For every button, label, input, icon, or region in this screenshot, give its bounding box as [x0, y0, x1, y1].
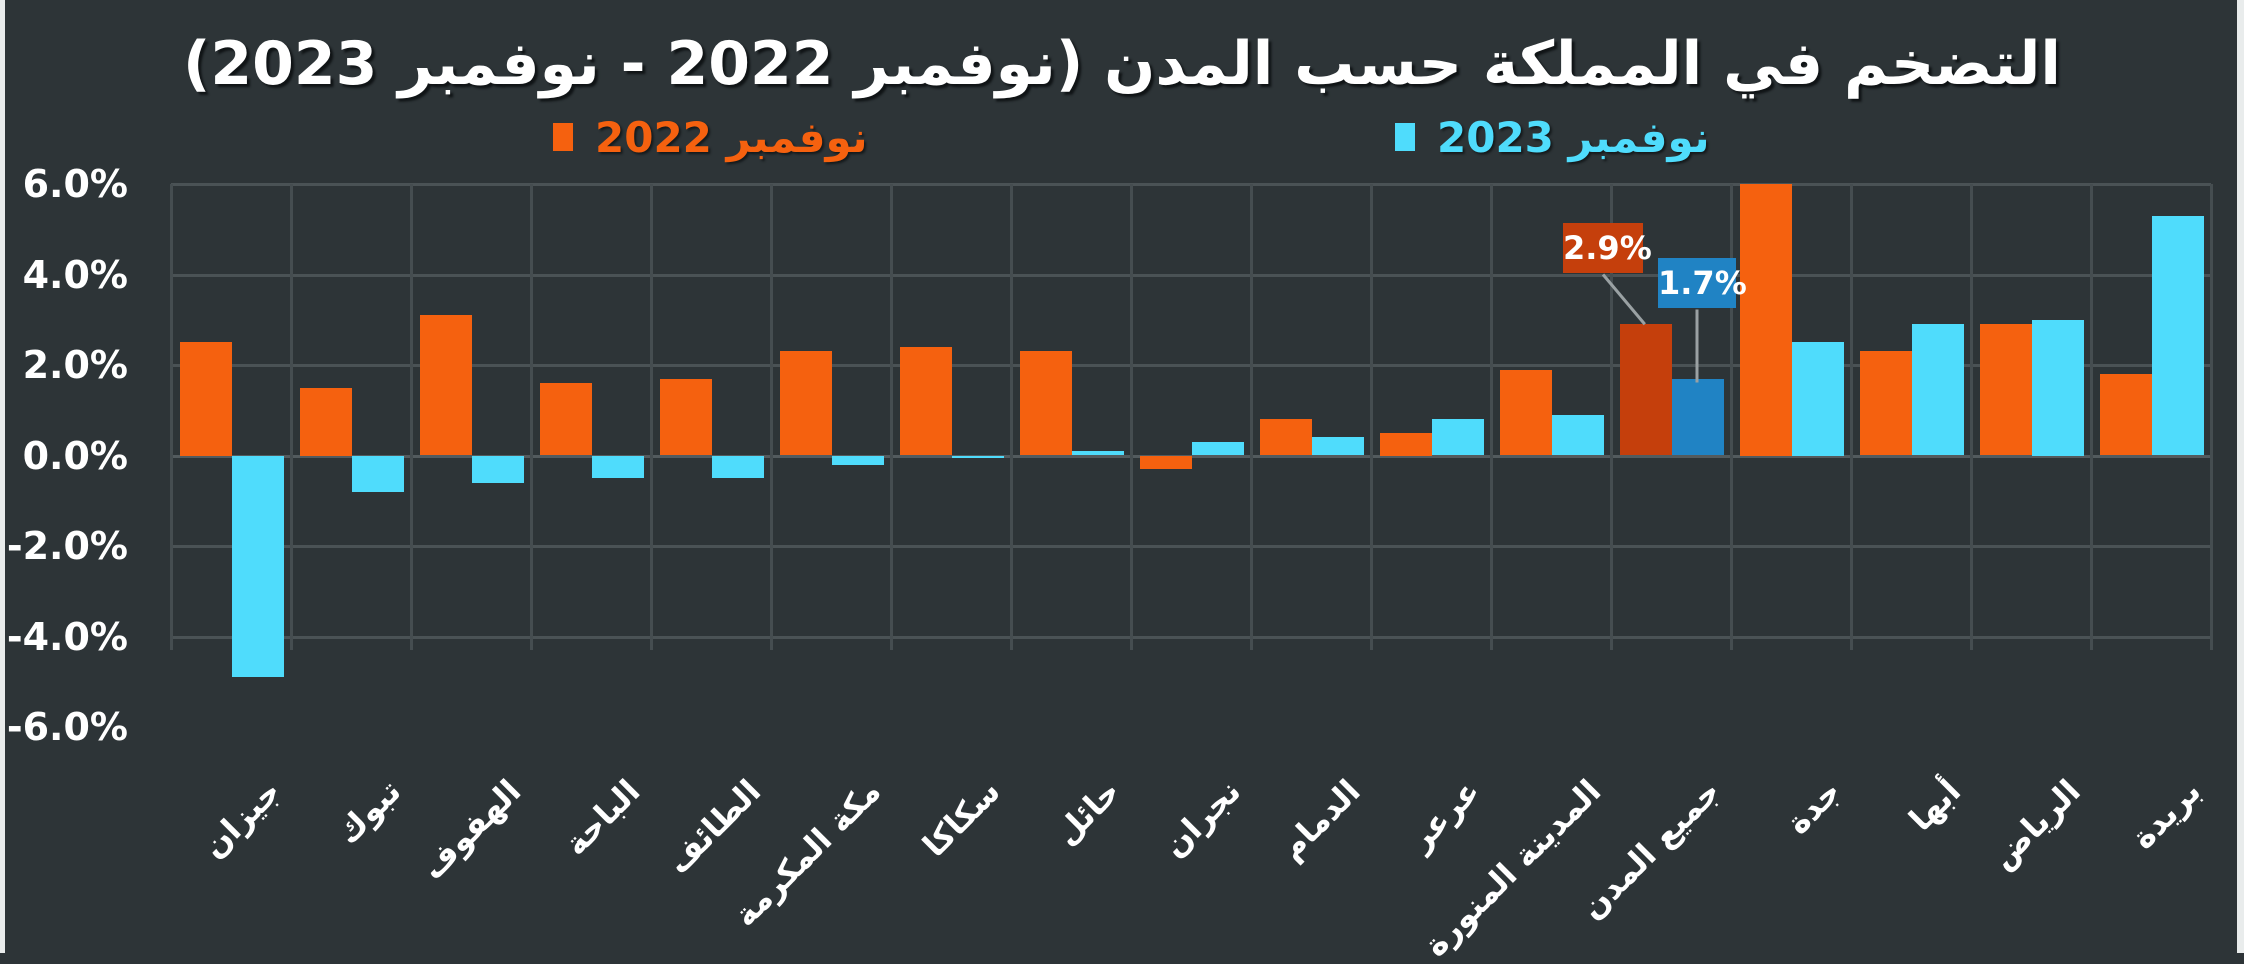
bar-2022 [660, 378, 712, 456]
y-tick-label: -4.0% [6, 614, 128, 659]
gridline-vertical [2090, 184, 2093, 651]
y-tick-label: -2.0% [6, 524, 128, 568]
gridline-horizontal [171, 635, 2211, 639]
bar-2022 [1260, 419, 1312, 456]
y-tick-label: 0.0% [22, 433, 128, 478]
bar-2023 [1552, 414, 1604, 456]
bar-2022 [1860, 351, 1912, 456]
bar-2023 [472, 455, 524, 483]
bar-2022 [1620, 324, 1672, 456]
gridline-vertical [530, 184, 533, 651]
legend-label-2022: نوفمبر 2022 [595, 112, 868, 162]
bar-2023 [1192, 441, 1244, 456]
plot-area [170, 183, 2213, 727]
data-label-callout: 2.9% [1563, 223, 1652, 273]
legend-swatch-2023-icon [1395, 123, 1415, 151]
x-tick-label: الهفوف [413, 772, 528, 887]
gridline-vertical [1490, 184, 1493, 651]
y-tick-label: 6.0% [22, 162, 128, 206]
x-tick-label: جيزان [194, 772, 288, 866]
bar-2022 [1740, 184, 1792, 456]
y-tick-label: -6.0% [6, 705, 128, 749]
gridline-horizontal [171, 364, 2211, 367]
bar-2023 [1432, 419, 1484, 456]
bar-2022 [2100, 374, 2152, 456]
bar-2022 [1980, 324, 2032, 456]
gridline-horizontal [171, 273, 2211, 277]
x-tick-label: الرياض [1983, 772, 2088, 877]
bar-2022 [1380, 432, 1432, 456]
x-tick-label: بريدة [2123, 772, 2208, 857]
x-tick-label: تبوك [328, 772, 408, 852]
bar-2022 [180, 342, 232, 456]
legend-swatch-2022-icon [553, 123, 573, 151]
chart-title: التضخم في المملكة حسب المدن (نوفمبر 2022… [182, 29, 2061, 99]
x-tick-label: أبها [1901, 772, 1968, 839]
bar-2023 [952, 455, 1004, 458]
gridline-vertical [410, 184, 413, 651]
bar-2022 [1500, 369, 1552, 456]
x-tick-label: حائل [1047, 772, 1128, 853]
bar-2023 [1912, 324, 1964, 456]
x-tick-label: الطائف [658, 772, 768, 882]
bar-2022 [1020, 351, 1072, 456]
bar-2022 [780, 351, 832, 456]
gridline-vertical [890, 184, 893, 651]
bar-2023 [352, 455, 404, 492]
y-tick-label: 4.0% [22, 252, 128, 297]
gridline-vertical [1130, 184, 1133, 651]
gridline-vertical [1370, 184, 1373, 651]
frame-edge-left [0, 0, 5, 953]
bar-2022 [900, 346, 952, 456]
bar-2023 [1792, 342, 1844, 456]
bar-2022 [540, 383, 592, 456]
x-tick-label: نجران [1155, 772, 1248, 865]
bar-2023 [1312, 437, 1364, 456]
bar-2023 [712, 455, 764, 479]
gridline-vertical [770, 184, 773, 651]
gridline-vertical [1250, 184, 1253, 651]
gridline-horizontal [171, 183, 2211, 186]
legend-item-2023: نوفمبر 2023 [1395, 112, 1710, 162]
x-tick-label: الدمام [1272, 772, 1368, 868]
bar-2023 [2152, 215, 2204, 456]
gridline-vertical [1010, 184, 1013, 651]
bar-2022 [300, 387, 352, 456]
bar-2022 [420, 315, 472, 456]
gridline-vertical [1970, 184, 1973, 651]
gridline-vertical [170, 184, 173, 651]
legend-item-2022: نوفمبر 2022 [553, 112, 868, 162]
gridline-horizontal [171, 545, 2211, 548]
x-tick-label: الباحة [556, 772, 648, 863]
data-label-callout: 1.7% [1658, 258, 1747, 308]
gridline-vertical [650, 184, 653, 651]
bar-2023 [1072, 450, 1124, 456]
bar-2023 [832, 455, 884, 465]
legend-label-2023: نوفمبر 2023 [1437, 112, 1710, 162]
gridline-vertical [1610, 184, 1613, 651]
bar-2022 [1140, 455, 1192, 470]
gridline-vertical [2210, 184, 2213, 651]
bar-2023 [592, 455, 644, 479]
bar-2023 [1672, 378, 1724, 456]
gridline-vertical [1730, 184, 1733, 651]
bar-2023 [232, 455, 284, 678]
x-tick-label: عرعر [1401, 772, 1488, 858]
gridline-vertical [290, 184, 293, 651]
gridline-vertical [1850, 184, 1853, 651]
x-tick-label: سكاكا [915, 772, 1008, 865]
callout-leader-line [1695, 309, 1699, 383]
frame-edge-right [2237, 0, 2244, 953]
x-tick-label: جدة [1778, 772, 1848, 842]
bar-2023 [2032, 319, 2084, 456]
y-tick-label: 2.0% [22, 343, 128, 387]
